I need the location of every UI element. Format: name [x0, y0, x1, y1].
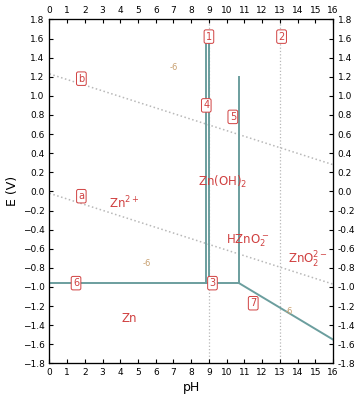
Text: HZnO$_2^-$: HZnO$_2^-$ — [226, 233, 270, 249]
Text: 5: 5 — [230, 112, 236, 122]
Text: ZnO$_2^{2-}$: ZnO$_2^{2-}$ — [288, 250, 328, 270]
Text: b: b — [78, 74, 84, 84]
Text: -6: -6 — [284, 307, 293, 316]
Text: 3: 3 — [209, 278, 216, 288]
Text: Zn(OH)$_2$: Zn(OH)$_2$ — [197, 174, 247, 190]
Text: Zn: Zn — [121, 312, 137, 325]
Text: 1: 1 — [206, 32, 212, 42]
Text: a: a — [78, 191, 84, 201]
Text: 7: 7 — [250, 298, 256, 308]
Text: 4: 4 — [203, 100, 209, 110]
X-axis label: pH: pH — [183, 382, 200, 394]
Text: -6: -6 — [143, 258, 151, 268]
Text: 6: 6 — [73, 278, 79, 288]
Text: 2: 2 — [278, 32, 285, 42]
Y-axis label: E (V): E (V) — [5, 176, 18, 206]
Text: Zn$^{2+}$: Zn$^{2+}$ — [109, 194, 139, 211]
Text: -6: -6 — [169, 63, 178, 72]
